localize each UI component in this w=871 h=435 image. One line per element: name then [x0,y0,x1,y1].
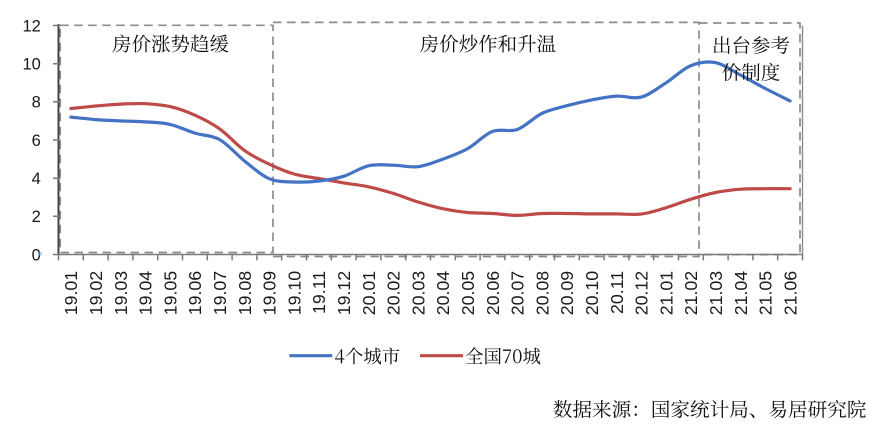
svg-text:20.08: 20.08 [532,271,552,316]
svg-text:21.01: 21.01 [656,271,676,316]
svg-text:19.08: 19.08 [235,271,255,316]
svg-text:20.12: 20.12 [632,271,652,316]
svg-text:20.03: 20.03 [408,271,428,316]
svg-text:19.02: 19.02 [86,271,106,316]
svg-text:20.04: 20.04 [433,271,453,316]
svg-text:2: 2 [32,208,41,226]
svg-text:20.06: 20.06 [483,271,503,316]
svg-text:8: 8 [32,94,41,112]
svg-text:19.05: 19.05 [160,271,180,316]
svg-text:20.05: 20.05 [458,271,478,316]
svg-text:19.09: 19.09 [260,271,280,316]
svg-text:19.07: 19.07 [210,271,230,316]
svg-text:19.10: 19.10 [284,271,304,316]
svg-text:19.01: 19.01 [61,271,81,316]
svg-text:19.03: 19.03 [111,271,131,316]
svg-text:6: 6 [32,132,41,150]
svg-text:20.02: 20.02 [384,271,404,316]
svg-text:20.11: 20.11 [607,271,627,314]
svg-text:20.10: 20.10 [582,271,602,316]
svg-text:19.12: 19.12 [334,271,354,316]
svg-text:19.11: 19.11 [309,271,329,314]
svg-text:21.06: 21.06 [780,271,800,316]
svg-text:21.02: 21.02 [681,271,701,316]
svg-text:0: 0 [32,246,41,264]
svg-text:20.09: 20.09 [557,271,577,316]
svg-text:20.07: 20.07 [508,271,528,316]
svg-text:4: 4 [32,170,41,188]
svg-text:19.06: 19.06 [185,271,205,316]
svg-text:21.05: 21.05 [756,271,776,316]
svg-text:10: 10 [22,56,40,74]
svg-text:21.03: 21.03 [706,271,726,316]
svg-text:12: 12 [22,17,40,35]
svg-text:20.01: 20.01 [359,271,379,316]
svg-text:21.04: 21.04 [731,271,751,316]
svg-text:19.04: 19.04 [136,271,156,316]
